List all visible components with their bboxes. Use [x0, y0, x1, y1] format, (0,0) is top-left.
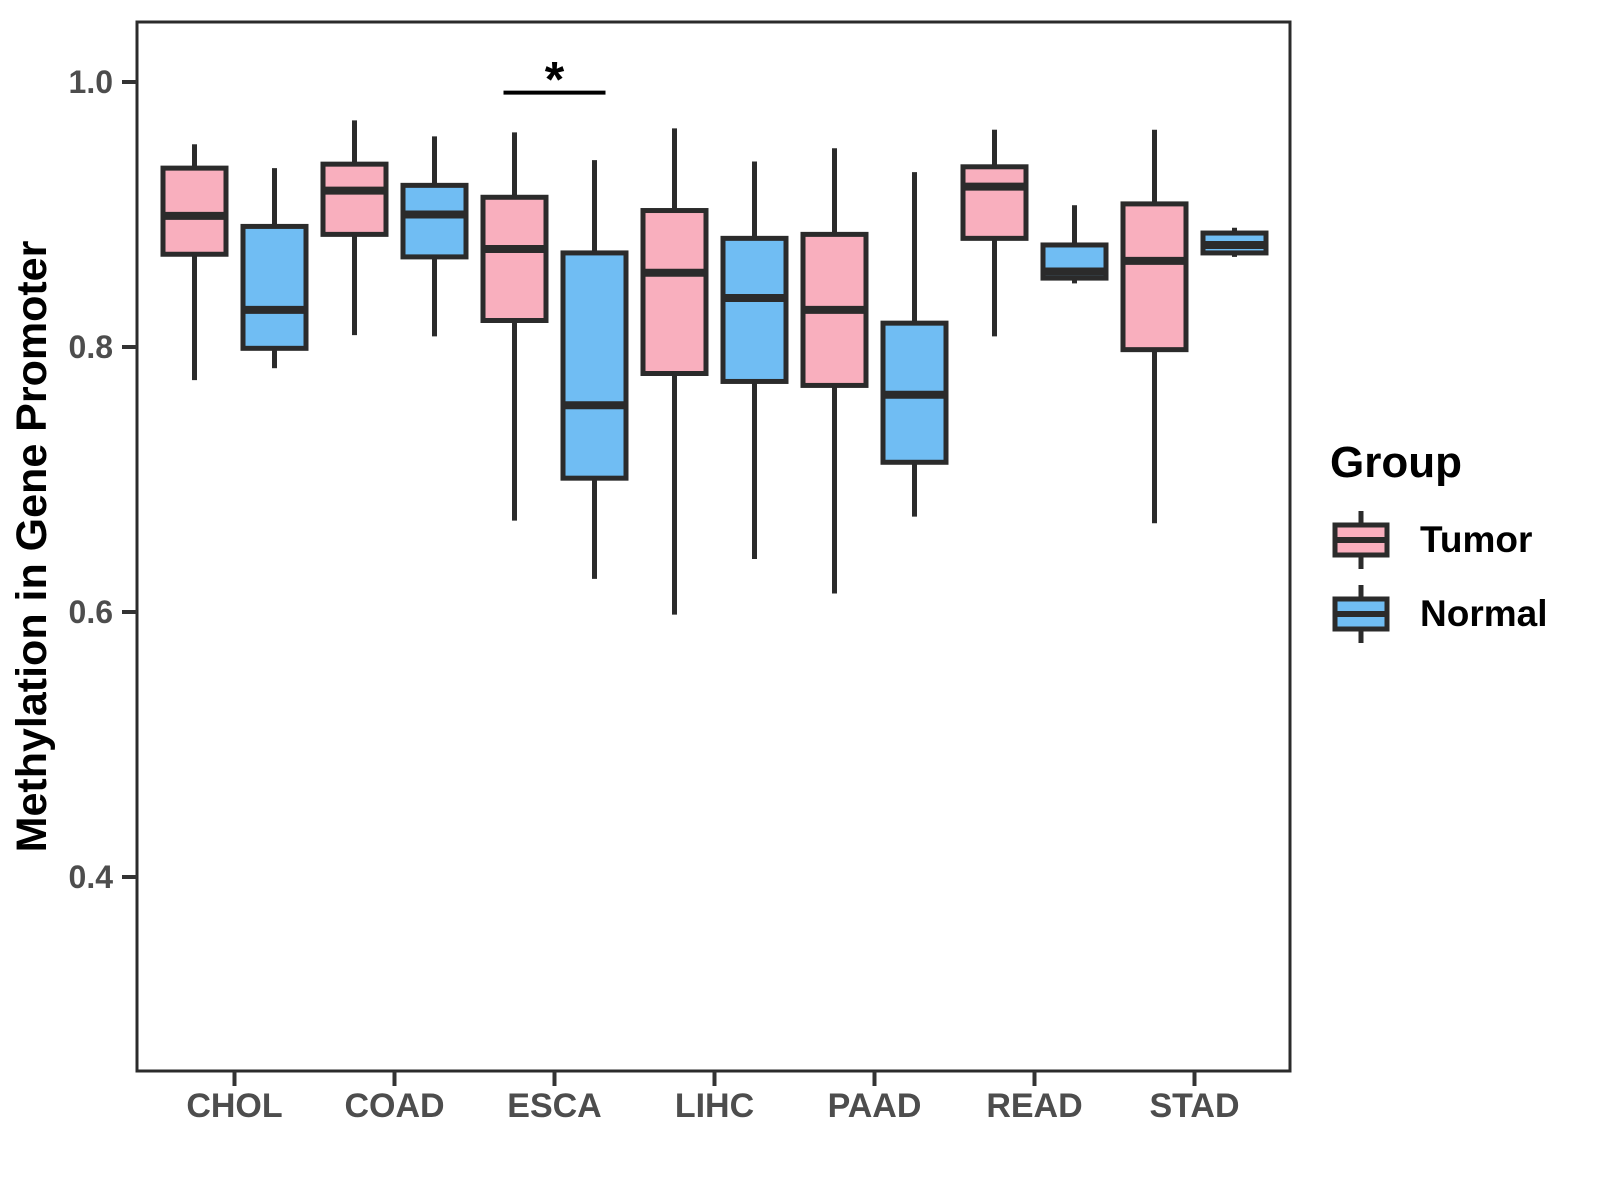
- box-read-normal: [1040, 205, 1109, 284]
- x-tick-label-lihc: LIHC: [675, 1087, 754, 1125]
- significance-star: *: [545, 52, 565, 108]
- x-tick-label-coad: COAD: [344, 1087, 444, 1125]
- y-axis-title: Methylation in Gene Promoter: [8, 240, 56, 852]
- iqr-box: [320, 161, 389, 237]
- legend-item-tumor: Tumor: [1330, 508, 1532, 572]
- box-paad-tumor: [800, 148, 869, 594]
- tumor-boxplot-glyph-icon: [1330, 508, 1392, 572]
- iqr-box: [480, 194, 549, 323]
- box-coad-tumor: [320, 120, 389, 336]
- y-tick-label: 0.6: [69, 594, 113, 630]
- normal-boxplot-glyph-icon: [1330, 582, 1392, 646]
- iqr-box: [960, 164, 1029, 241]
- legend-glyph-svg: [1332, 511, 1390, 569]
- box-coad-normal: [400, 136, 469, 337]
- box-read-tumor: [960, 129, 1029, 337]
- x-tick-label-stad: STAD: [1149, 1087, 1239, 1125]
- iqr-box: [160, 165, 229, 257]
- iqr-box: [560, 250, 629, 481]
- legend-glyph-svg: [1332, 585, 1390, 643]
- box-esca-normal: [560, 160, 629, 579]
- legend-label-normal: Normal: [1420, 593, 1548, 634]
- y-tick-label: 0.8: [69, 329, 113, 365]
- box-stad-normal: [1200, 227, 1269, 257]
- iqr-box: [720, 235, 789, 384]
- iqr-box: [240, 223, 309, 351]
- legend-label-tumor: Tumor: [1420, 519, 1533, 560]
- box-lihc-normal: [720, 161, 789, 559]
- panel-border: [135, 20, 1292, 1073]
- box-chol-normal: [240, 168, 309, 369]
- x-tick-label-chol: CHOL: [186, 1087, 282, 1125]
- box-stad-tumor: [1120, 129, 1189, 524]
- x-tick-label-read: READ: [986, 1087, 1082, 1125]
- box-lihc-tumor: [640, 128, 709, 615]
- legend-item-normal: Normal: [1330, 582, 1547, 646]
- box-chol-tumor: [160, 144, 229, 381]
- box-paad-normal: [880, 172, 949, 517]
- iqr-box: [400, 182, 469, 260]
- iqr-box: [1120, 201, 1189, 353]
- x-tick-label-paad: PAAD: [828, 1087, 922, 1125]
- x-tick-label-esca: ESCA: [507, 1087, 601, 1125]
- y-tick-label: 1.0: [69, 64, 113, 100]
- legend-title: Group: [1330, 438, 1462, 487]
- y-tick-label: 0.4: [69, 859, 114, 895]
- iqr-box: [640, 208, 709, 376]
- legend: Group Tumor Normal: [1330, 438, 1547, 656]
- box-esca-tumor: [480, 132, 549, 521]
